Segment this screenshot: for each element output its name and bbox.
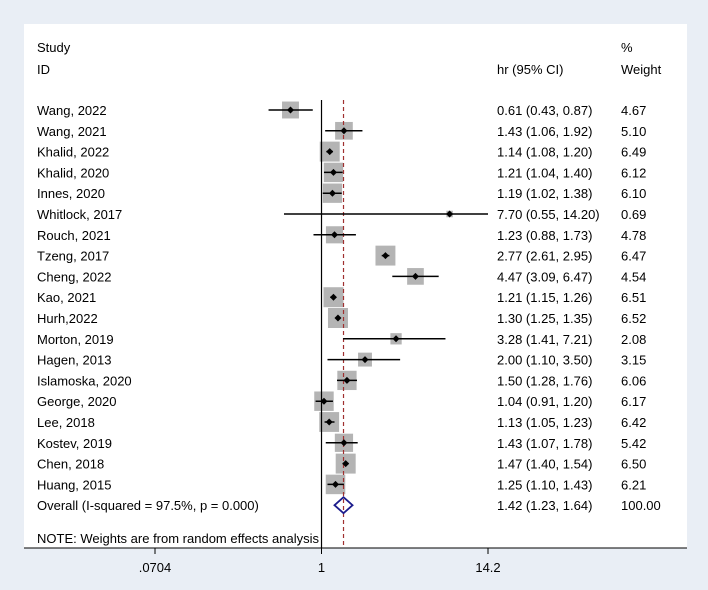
point-estimates (286, 106, 454, 488)
weight-text: 6.06 (621, 373, 646, 388)
point-estimate (325, 418, 333, 426)
overall-ci-text: 1.42 (1.23, 1.64) (497, 498, 592, 513)
study-label: Hurh,2022 (37, 311, 98, 326)
header-percent: % (621, 40, 633, 55)
weight-text: 4.78 (621, 228, 646, 243)
study-label: Wang, 2021 (37, 124, 107, 139)
weight-text: 4.54 (621, 269, 646, 284)
weight-text: 5.10 (621, 124, 646, 139)
header-weight: Weight (621, 62, 662, 77)
study-label: Kostev, 2019 (37, 436, 112, 451)
effect-ci-text: 1.23 (0.88, 1.73) (497, 228, 592, 243)
weight-text: 6.17 (621, 394, 646, 409)
header-id: ID (37, 62, 50, 77)
study-label: Morton, 2019 (37, 332, 114, 347)
study-label: Tzeng, 2017 (37, 249, 109, 264)
effect-ci-text: 0.61 (0.43, 0.87) (497, 103, 592, 118)
weight-text: 6.21 (621, 477, 646, 492)
point-estimate (328, 189, 336, 197)
overall-group: Overall (I-squared = 97.5%, p = 0.000) 1.… (37, 495, 661, 515)
study-label: Khalid, 2022 (37, 145, 109, 160)
effect-ci-text: 3.28 (1.41, 7.21) (497, 332, 592, 347)
header-effect: hr (95% CI) (497, 62, 563, 77)
weight-boxes (282, 101, 453, 495)
overall-weight-text: 100.00 (621, 498, 661, 513)
effect-ci-text: 2.77 (2.61, 2.95) (497, 249, 592, 264)
point-estimate (411, 272, 419, 280)
study-label: Cheng, 2022 (37, 269, 111, 284)
point-estimate (329, 293, 337, 301)
point-estimate (320, 397, 328, 405)
study-label: Huang, 2015 (37, 477, 111, 492)
weight-text: 6.50 (621, 457, 646, 472)
effect-ci-text: 1.04 (0.91, 1.20) (497, 394, 592, 409)
effect-ci-text: 1.30 (1.25, 1.35) (497, 311, 592, 326)
study-label: Hagen, 2013 (37, 353, 111, 368)
effect-ci-text: 1.19 (1.02, 1.38) (497, 186, 592, 201)
study-label: George, 2020 (37, 394, 117, 409)
point-estimate (286, 106, 294, 114)
ci-lines (268, 109, 488, 486)
study-label: Kao, 2021 (37, 290, 96, 305)
effect-ci-text: 1.21 (1.15, 1.26) (497, 290, 592, 305)
study-label: Whitlock, 2017 (37, 207, 122, 222)
point-estimate (331, 231, 339, 239)
effect-ci-text: 1.25 (1.10, 1.43) (497, 477, 592, 492)
x-ticks: .0704 1 14.2 (139, 548, 501, 575)
effect-ci-text: 7.70 (0.55, 14.20) (497, 207, 600, 222)
effect-ci-text: 4.47 (3.09, 6.47) (497, 269, 592, 284)
effect-ci-text: 1.50 (1.28, 1.76) (497, 373, 592, 388)
study-label: Khalid, 2020 (37, 165, 109, 180)
point-estimate (332, 480, 340, 488)
effect-ci-text: 1.43 (1.07, 1.78) (497, 436, 592, 451)
point-estimate (343, 376, 351, 384)
point-estimate (340, 439, 348, 447)
overall-label: Overall (I-squared = 97.5%, p = 0.000) (37, 498, 259, 513)
header-study: Study (37, 40, 71, 55)
point-estimate (326, 148, 334, 156)
point-estimate (334, 314, 342, 322)
weight-text: 0.69 (621, 207, 646, 222)
effect-ci-text: 1.14 (1.08, 1.20) (497, 145, 592, 160)
point-estimate (342, 460, 350, 468)
weight-text: 4.67 (621, 103, 646, 118)
study-label: Wang, 2022 (37, 103, 107, 118)
effect-ci-text: 1.21 (1.04, 1.40) (497, 165, 592, 180)
weight-text: 6.52 (621, 311, 646, 326)
study-label: Rouch, 2021 (37, 228, 111, 243)
weight-text: 6.51 (621, 290, 646, 305)
weight-text: 2.08 (621, 332, 646, 347)
weight-text: 5.42 (621, 436, 646, 451)
effect-ci-text: 1.43 (1.06, 1.92) (497, 124, 592, 139)
x-tick-label: 1 (318, 560, 325, 575)
weight-text: 6.10 (621, 186, 646, 201)
point-estimate (340, 127, 348, 135)
effect-ci-text: 1.47 (1.40, 1.54) (497, 457, 592, 472)
effect-ci-text: 2.00 (1.10, 3.50) (497, 353, 592, 368)
study-label: Lee, 2018 (37, 415, 95, 430)
point-estimate (392, 335, 400, 343)
point-estimate (361, 356, 369, 364)
point-estimate (381, 252, 389, 260)
point-estimate (329, 168, 337, 176)
weight-text: 6.42 (621, 415, 646, 430)
note-text: NOTE: Weights are from random effects an… (37, 531, 320, 546)
overall-diamond (333, 495, 354, 515)
weight-text: 6.49 (621, 145, 646, 160)
study-label: Chen, 2018 (37, 457, 104, 472)
weight-text: 6.47 (621, 249, 646, 264)
weight-text: 6.12 (621, 165, 646, 180)
study-label: Islamoska, 2020 (37, 373, 132, 388)
x-tick-label: 14.2 (475, 560, 500, 575)
x-tick-label: .0704 (139, 560, 172, 575)
weight-text: 3.15 (621, 353, 646, 368)
study-labels: Wang, 2022 0.61 (0.43, 0.87) 4.67 Wang, 202… (37, 103, 646, 492)
reference-lines (320, 100, 345, 548)
point-estimate (446, 210, 454, 218)
effect-ci-text: 1.13 (1.05, 1.23) (497, 415, 592, 430)
study-label: Innes, 2020 (37, 186, 105, 201)
